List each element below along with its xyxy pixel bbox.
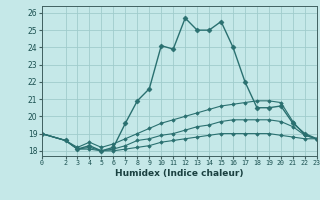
- X-axis label: Humidex (Indice chaleur): Humidex (Indice chaleur): [115, 169, 244, 178]
